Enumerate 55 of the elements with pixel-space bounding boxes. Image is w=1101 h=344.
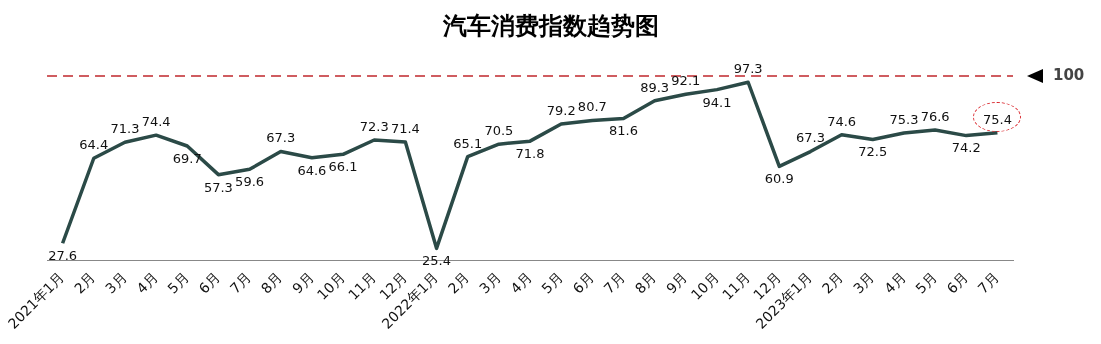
- data-label: 67.3: [795, 130, 825, 146]
- data-label: 60.9: [764, 171, 794, 187]
- data-label: 72.5: [858, 144, 888, 160]
- data-label: 80.7: [577, 99, 607, 115]
- x-tick-label: 2月: [444, 269, 473, 297]
- data-label: 57.3: [203, 179, 233, 195]
- data-label: 67.3: [266, 130, 296, 146]
- data-label: 71.4: [390, 120, 420, 136]
- data-label: 76.6: [920, 108, 950, 124]
- x-tick-label: 5月: [912, 269, 940, 297]
- x-tick-label: 8月: [257, 269, 286, 297]
- x-tick-label: 4月: [881, 269, 909, 297]
- x-tick-label: 7月: [600, 269, 629, 297]
- data-label: 75.3: [889, 111, 919, 127]
- data-label: 70.5: [484, 123, 514, 139]
- data-label: 81.6: [609, 123, 638, 139]
- x-tick-label: 2月: [70, 269, 99, 297]
- x-tick-label: 8月: [631, 269, 660, 297]
- x-tick-label: 7月: [226, 269, 255, 297]
- x-tick-label: 6月: [943, 269, 971, 297]
- data-label: 64.6: [297, 162, 327, 178]
- data-label: 94.1: [702, 94, 732, 110]
- ref-line-label: 100: [1053, 65, 1085, 84]
- data-label: 72.3: [359, 118, 389, 134]
- data-label: 74.4: [141, 114, 171, 130]
- data-label: 71.8: [515, 146, 545, 162]
- data-label: 69.7: [172, 150, 202, 166]
- x-tick-label: 3月: [476, 269, 504, 297]
- x-tick-label: 4月: [507, 269, 535, 297]
- data-label: 74.6: [827, 113, 857, 129]
- chart-title: 汽车消费指数趋势图: [441, 11, 660, 42]
- data-label: 64.4: [79, 137, 109, 153]
- data-label: 27.6: [48, 248, 78, 264]
- data-label: 66.1: [328, 159, 358, 175]
- x-tick-label: 5月: [164, 269, 192, 297]
- x-tick-label: 3月: [849, 269, 878, 297]
- x-tick-label: 5月: [538, 269, 566, 297]
- x-tick-label: 3月: [102, 269, 130, 297]
- x-tick-label: 11月: [719, 269, 753, 303]
- data-label: 71.3: [110, 121, 140, 137]
- x-tick-label: 4月: [133, 269, 161, 297]
- data-label: 92.1: [671, 73, 701, 89]
- data-label: 89.3: [640, 79, 670, 95]
- data-label: 79.2: [546, 102, 576, 118]
- x-tick-label: 11月: [345, 269, 379, 303]
- x-tick-label: 7月: [974, 269, 1003, 297]
- data-label: 25.4: [422, 253, 452, 269]
- data-label: 59.6: [235, 174, 265, 190]
- x-tick-label: 2月: [818, 269, 847, 297]
- data-label: 65.1: [453, 135, 483, 151]
- data-label: 75.4: [982, 111, 1012, 127]
- x-tick-label: 6月: [195, 269, 224, 297]
- data-label: 74.2: [951, 140, 981, 156]
- data-label: 97.3: [733, 61, 763, 77]
- x-tick-label: 6月: [569, 269, 598, 297]
